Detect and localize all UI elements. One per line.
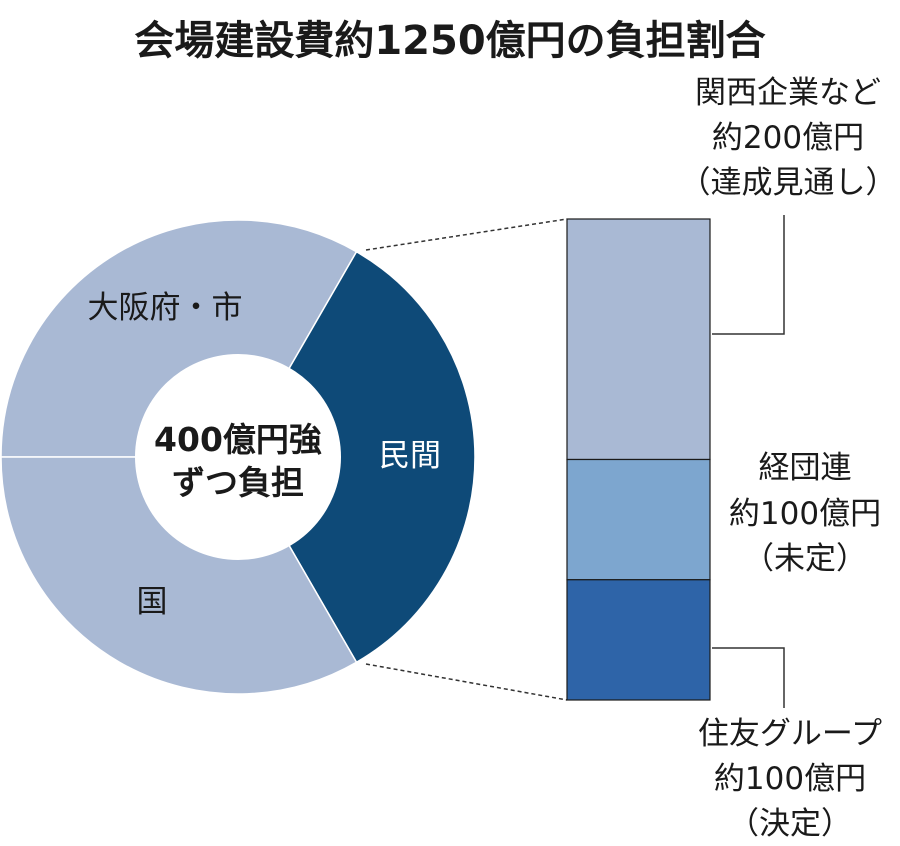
kansai-label-1: 関西企業など xyxy=(695,75,881,111)
bar-segment xyxy=(566,458,711,581)
slice-label-private: 民間 xyxy=(379,438,441,474)
leader-kansai xyxy=(712,215,785,335)
kansai-label-3: （達成見通し） xyxy=(680,165,897,201)
leader-sumitomo xyxy=(712,647,785,708)
donut-hole xyxy=(135,354,341,560)
keidanren-label-1: 経団連 xyxy=(759,450,852,486)
keidanren-label-2: 約100億円 xyxy=(729,496,881,532)
bar-segment xyxy=(566,218,711,461)
kansai-label-2: 約200億円 xyxy=(712,120,864,156)
stacked-bar xyxy=(566,218,711,701)
chart-title: 会場建設費約1250億円の負担割合 xyxy=(134,18,765,64)
slice-label-osaka: 大阪府・市 xyxy=(88,290,243,326)
center-label-line-1: 400億円強 xyxy=(154,420,322,459)
connector-bottom xyxy=(365,663,568,701)
sumitomo-label-3: （決定） xyxy=(728,806,852,842)
bar-segment xyxy=(566,579,711,701)
connector-top xyxy=(365,218,568,251)
slice-label-national: 国 xyxy=(137,584,168,620)
sumitomo-label-2: 約100億円 xyxy=(714,761,866,797)
sumitomo-label-1: 住友グループ xyxy=(698,716,882,752)
keidanren-label-3: （未定） xyxy=(743,541,867,577)
donut-slice xyxy=(237,250,476,664)
center-label-line-2: ずつ負担 xyxy=(172,463,304,502)
